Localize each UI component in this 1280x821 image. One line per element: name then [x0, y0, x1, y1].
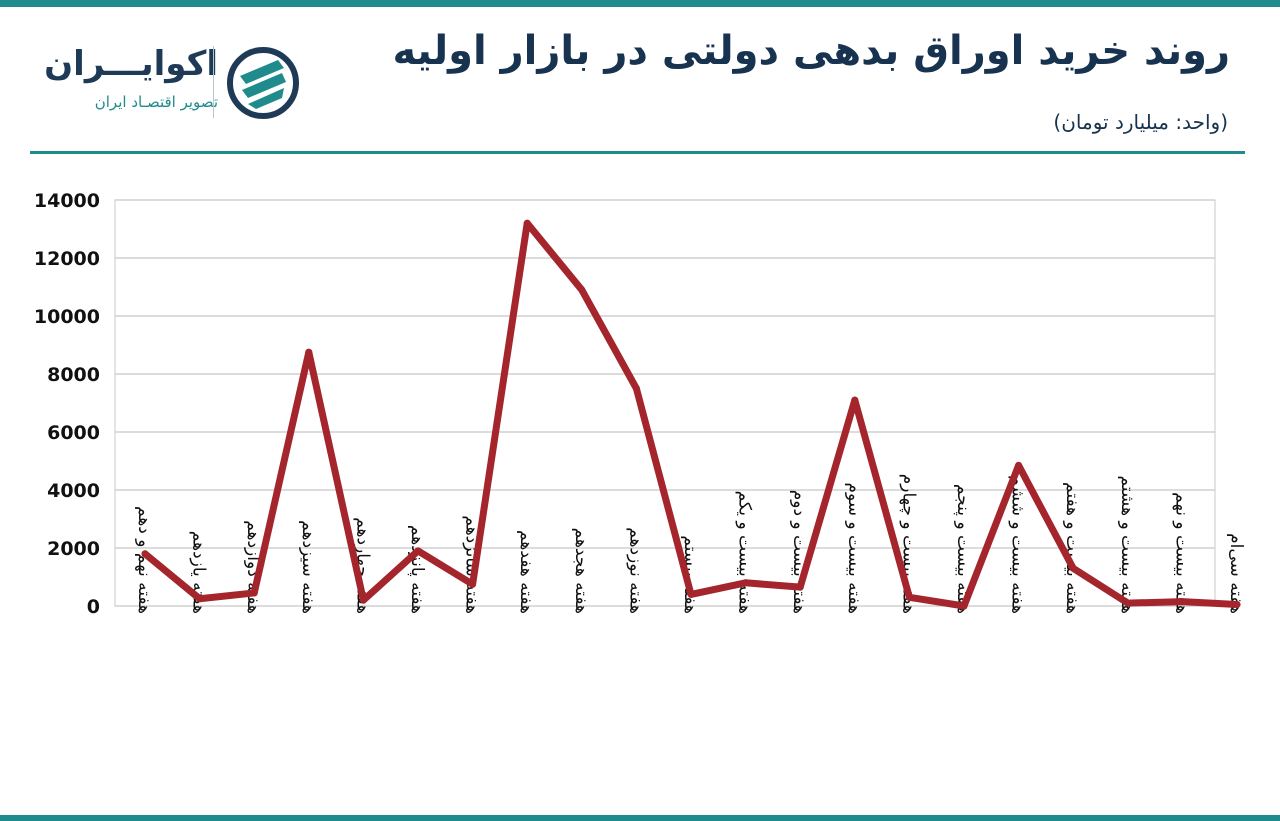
x-tick-label: هفته بیست و نهم [1171, 492, 1191, 614]
y-tick-label: 14000 [34, 190, 100, 212]
logo-divider [213, 46, 214, 118]
x-tick-label: هفته بیست و یکم [735, 491, 755, 614]
logo-name: اکوایـــران [44, 44, 218, 84]
header-divider [30, 151, 1245, 154]
data-point [1124, 599, 1132, 607]
x-tick-label: هفته پانزدهم [407, 525, 427, 614]
data-point [742, 579, 750, 587]
data-point [796, 583, 804, 591]
data-point [1015, 461, 1023, 469]
data-point [1069, 564, 1077, 572]
x-tick-label: هفته چهاردهم [352, 517, 372, 614]
x-tick-label: هفته هفدهم [516, 530, 536, 614]
data-point [523, 219, 531, 227]
data-point [905, 593, 913, 601]
bottom-accent-bar [0, 815, 1280, 821]
top-accent-bar [0, 0, 1280, 7]
x-tick-label: هفته بیست و پنجم [953, 484, 973, 614]
data-point [632, 385, 640, 392]
y-tick-label: 2000 [47, 538, 100, 560]
data-point [196, 595, 204, 603]
data-point [414, 547, 422, 555]
x-tick-label: هفته بیست و دوم [789, 490, 809, 614]
unit-label: (واحد: میلیارد تومان) [1053, 110, 1228, 134]
x-tick-label: هفته نوزدهم [625, 527, 645, 614]
y-tick-label: 4000 [47, 480, 100, 502]
data-point [141, 550, 149, 558]
data-point [687, 590, 695, 598]
x-tick-label: هفته سیزدهم [298, 520, 318, 614]
y-tick-label: 8000 [47, 364, 100, 386]
data-point [359, 596, 367, 604]
x-tick-label: هفته بیست و سوم [844, 482, 864, 614]
x-tick-label: هفته بیست و هشتم [1117, 475, 1137, 614]
x-tick-label: هفته بیست و ششم [1008, 475, 1028, 614]
chart-title: روند خرید اوراق بدهی دولتی در بازار اولی… [392, 28, 1230, 74]
logo-mark-icon [227, 47, 299, 119]
x-tick-label: هفته سی‌ام [1226, 533, 1246, 614]
data-point [469, 580, 477, 588]
y-tick-label: 10000 [34, 306, 100, 328]
x-tick-label: هفته هجدهم [571, 528, 591, 614]
y-tick-label: 12000 [34, 248, 100, 270]
data-point [1233, 601, 1241, 609]
y-tick-label: 6000 [47, 422, 100, 444]
data-point [578, 286, 586, 294]
logo-subtitle: تصویر اقتصـاد ایران [94, 93, 218, 111]
x-tick-label: هفته بیست و هفتم [1062, 482, 1082, 614]
data-point [250, 589, 258, 597]
data-point [305, 348, 313, 356]
plot-frame [114, 199, 1216, 607]
y-tick-label: 0 [87, 596, 100, 618]
x-tick-label: هفته نهم و دهم [134, 506, 154, 614]
data-point [851, 396, 859, 404]
data-point [960, 602, 968, 610]
data-point [1178, 598, 1186, 606]
logo: اکوایـــران تصویر اقتصـاد ایران [40, 38, 310, 128]
